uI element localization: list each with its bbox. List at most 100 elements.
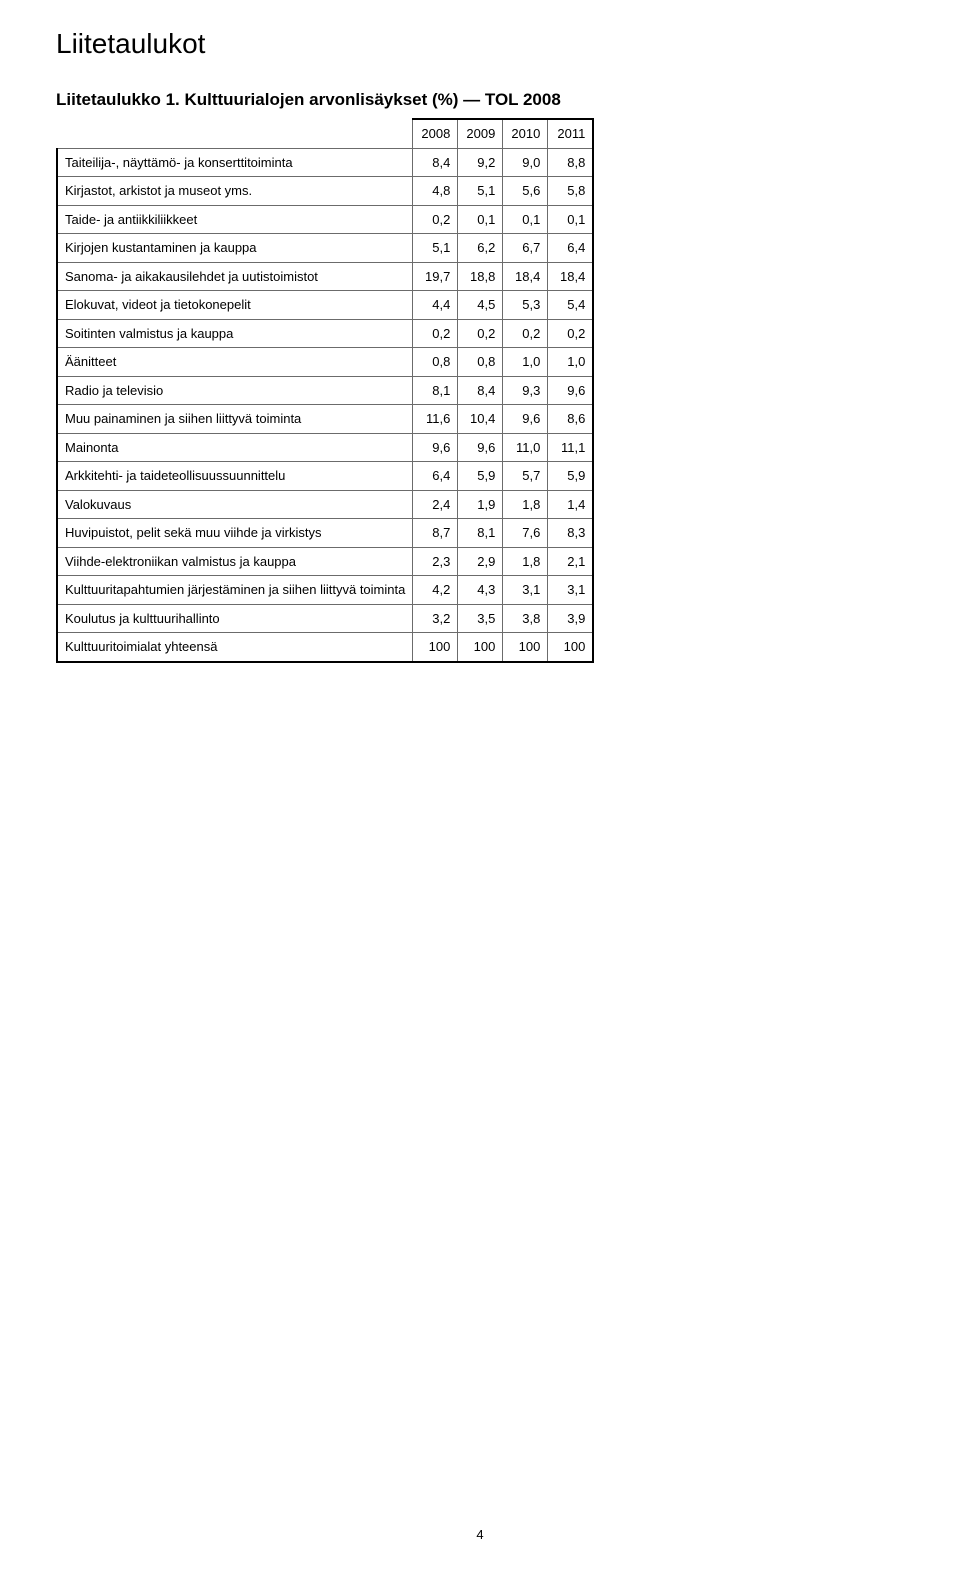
table-row: Elokuvat, videot ja tietokonepelit4,44,5… xyxy=(57,291,593,320)
table-row-label: Mainonta xyxy=(57,433,413,462)
table-row-label: Taiteilija-, näyttämö- ja konserttitoimi… xyxy=(57,148,413,177)
table-cell: 0,2 xyxy=(548,319,594,348)
table-row-label: Radio ja televisio xyxy=(57,376,413,405)
table-header-row: 2008 2009 2010 2011 xyxy=(57,119,593,148)
table-cell: 2,1 xyxy=(548,547,594,576)
table-cell: 18,8 xyxy=(458,262,503,291)
table-cell: 10,4 xyxy=(458,405,503,434)
table-cell: 1,4 xyxy=(548,490,594,519)
table-row: Äänitteet0,80,81,01,0 xyxy=(57,348,593,377)
table-cell: 4,2 xyxy=(413,576,458,605)
table-cell: 8,4 xyxy=(413,148,458,177)
table-cell: 8,8 xyxy=(548,148,594,177)
table-header-col: 2010 xyxy=(503,119,548,148)
table-body: Taiteilija-, näyttämö- ja konserttitoimi… xyxy=(57,148,593,662)
table-cell: 18,4 xyxy=(503,262,548,291)
table-cell: 2,4 xyxy=(413,490,458,519)
table-cell: 100 xyxy=(413,633,458,662)
table-row: Kirjastot, arkistot ja museot yms.4,85,1… xyxy=(57,177,593,206)
table-row-label: Kirjastot, arkistot ja museot yms. xyxy=(57,177,413,206)
table-row-label: Taide- ja antiikkiliikkeet xyxy=(57,205,413,234)
table-title: Liitetaulukko 1. Kulttuurialojen arvonli… xyxy=(56,90,904,110)
table-cell: 5,3 xyxy=(503,291,548,320)
table-row-label: Äänitteet xyxy=(57,348,413,377)
table-row: Valokuvaus2,41,91,81,4 xyxy=(57,490,593,519)
table-cell: 9,0 xyxy=(503,148,548,177)
table-row-label: Arkkitehti- ja taideteollisuussuunnittel… xyxy=(57,462,413,491)
page-title: Liitetaulukot xyxy=(56,28,904,60)
table-row-label: Kirjojen kustantaminen ja kauppa xyxy=(57,234,413,263)
table-row: Huvipuistot, pelit sekä muu viihde ja vi… xyxy=(57,519,593,548)
table-row: Taiteilija-, näyttämö- ja konserttitoimi… xyxy=(57,148,593,177)
table-row: Radio ja televisio8,18,49,39,6 xyxy=(57,376,593,405)
table-row: Kulttuuritapahtumien järjestäminen ja si… xyxy=(57,576,593,605)
table-row-label: Valokuvaus xyxy=(57,490,413,519)
page-number: 4 xyxy=(0,1527,960,1542)
table-cell: 3,2 xyxy=(413,604,458,633)
table-row-label: Huvipuistot, pelit sekä muu viihde ja vi… xyxy=(57,519,413,548)
table-row: Kulttuuritoimialat yhteensä100100100100 xyxy=(57,633,593,662)
table-row-label: Kulttuuritapahtumien järjestäminen ja si… xyxy=(57,576,413,605)
table-row: Arkkitehti- ja taideteollisuussuunnittel… xyxy=(57,462,593,491)
table-cell: 1,8 xyxy=(503,490,548,519)
table-cell: 3,1 xyxy=(548,576,594,605)
table-cell: 5,8 xyxy=(548,177,594,206)
table-cell: 8,1 xyxy=(458,519,503,548)
table-row: Soitinten valmistus ja kauppa0,20,20,20,… xyxy=(57,319,593,348)
table-cell: 8,7 xyxy=(413,519,458,548)
table-cell: 3,9 xyxy=(548,604,594,633)
table-row: Sanoma- ja aikakausilehdet ja uutistoimi… xyxy=(57,262,593,291)
table-cell: 4,3 xyxy=(458,576,503,605)
table-cell: 8,3 xyxy=(548,519,594,548)
data-table: 2008 2009 2010 2011 Taiteilija-, näyttäm… xyxy=(56,118,594,663)
table-cell: 8,6 xyxy=(548,405,594,434)
page-container: Liitetaulukot Liitetaulukko 1. Kulttuuri… xyxy=(0,0,960,1572)
table-cell: 5,9 xyxy=(458,462,503,491)
table-row-label: Soitinten valmistus ja kauppa xyxy=(57,319,413,348)
table-cell: 5,6 xyxy=(503,177,548,206)
table-cell: 5,7 xyxy=(503,462,548,491)
table-cell: 1,0 xyxy=(548,348,594,377)
table-cell: 6,4 xyxy=(413,462,458,491)
table-cell: 2,3 xyxy=(413,547,458,576)
table-cell: 0,8 xyxy=(458,348,503,377)
table-cell: 9,6 xyxy=(548,376,594,405)
table-cell: 0,1 xyxy=(548,205,594,234)
table-cell: 100 xyxy=(503,633,548,662)
table-row: Koulutus ja kulttuurihallinto3,23,53,83,… xyxy=(57,604,593,633)
table-cell: 1,0 xyxy=(503,348,548,377)
table-row: Muu painaminen ja siihen liittyvä toimin… xyxy=(57,405,593,434)
table-cell: 6,7 xyxy=(503,234,548,263)
table-cell: 5,1 xyxy=(458,177,503,206)
table-cell: 18,4 xyxy=(548,262,594,291)
table-cell: 6,2 xyxy=(458,234,503,263)
table-row-label: Muu painaminen ja siihen liittyvä toimin… xyxy=(57,405,413,434)
table-header-col: 2011 xyxy=(548,119,594,148)
table-row-label: Viihde-elektroniikan valmistus ja kauppa xyxy=(57,547,413,576)
table-row: Taide- ja antiikkiliikkeet0,20,10,10,1 xyxy=(57,205,593,234)
table-cell: 9,6 xyxy=(503,405,548,434)
table-cell: 0,8 xyxy=(413,348,458,377)
table-cell: 4,4 xyxy=(413,291,458,320)
table-row-label: Kulttuuritoimialat yhteensä xyxy=(57,633,413,662)
table-cell: 1,9 xyxy=(458,490,503,519)
table-cell: 11,6 xyxy=(413,405,458,434)
table-cell: 19,7 xyxy=(413,262,458,291)
table-cell: 0,2 xyxy=(503,319,548,348)
table-cell: 9,6 xyxy=(458,433,503,462)
table-cell: 0,2 xyxy=(413,205,458,234)
table-row-label: Sanoma- ja aikakausilehdet ja uutistoimi… xyxy=(57,262,413,291)
table-cell: 9,3 xyxy=(503,376,548,405)
table-header-col: 2009 xyxy=(458,119,503,148)
table-cell: 3,8 xyxy=(503,604,548,633)
table-cell: 100 xyxy=(458,633,503,662)
table-cell: 5,9 xyxy=(548,462,594,491)
table-row-label: Koulutus ja kulttuurihallinto xyxy=(57,604,413,633)
table-cell: 3,5 xyxy=(458,604,503,633)
table-cell: 9,6 xyxy=(413,433,458,462)
table-cell: 9,2 xyxy=(458,148,503,177)
table-row: Viihde-elektroniikan valmistus ja kauppa… xyxy=(57,547,593,576)
table-cell: 11,1 xyxy=(548,433,594,462)
table-row: Kirjojen kustantaminen ja kauppa5,16,26,… xyxy=(57,234,593,263)
table-header-empty xyxy=(57,119,413,148)
